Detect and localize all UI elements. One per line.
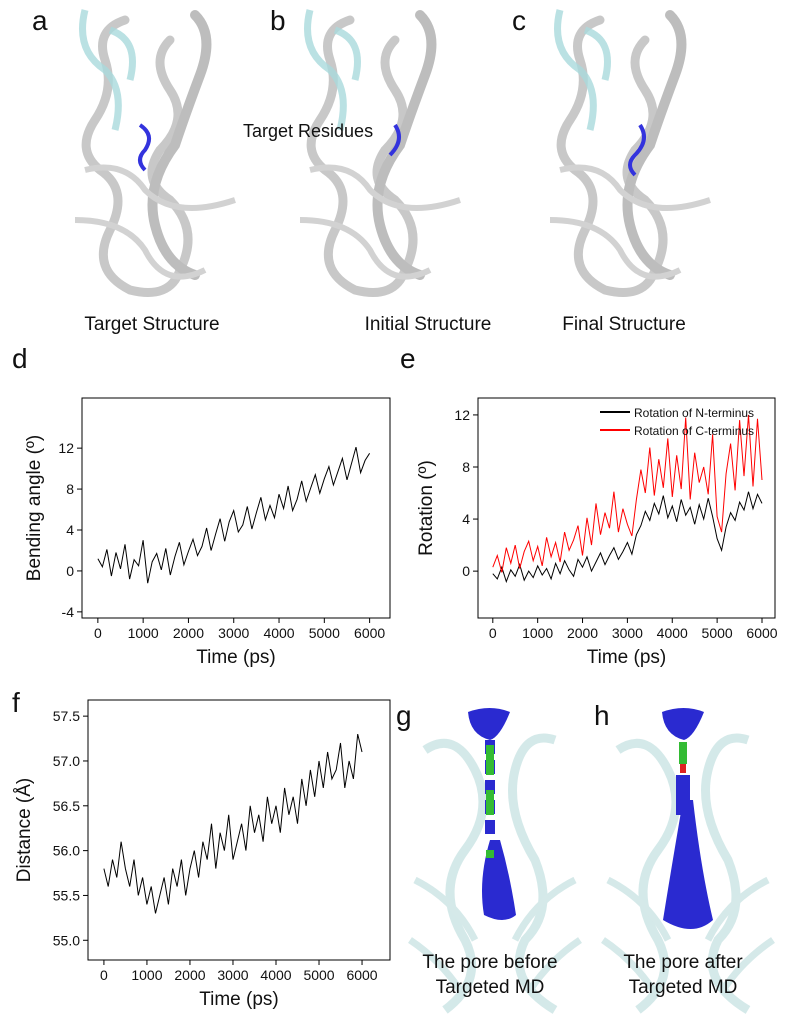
- y-tick-label: 4: [462, 511, 470, 527]
- x-tick-label: 2000: [173, 625, 204, 641]
- data-line: [492, 414, 763, 573]
- x-tick-label: 0: [94, 625, 102, 641]
- caption: Targeted MD: [436, 977, 545, 998]
- x-tick-label: 1000: [131, 967, 162, 983]
- y-tick-label: 0: [462, 563, 470, 579]
- data-line: [103, 733, 363, 914]
- pore-surface: [468, 708, 516, 920]
- y-axis-title: Rotation (º): [416, 460, 437, 556]
- y-tick-label: 8: [66, 481, 74, 497]
- x-tick-label: 5000: [303, 967, 334, 983]
- y-tick-label: 0: [66, 563, 74, 579]
- x-tick-label: 6000: [746, 625, 777, 641]
- y-axis-title: Distance (Å): [14, 778, 35, 883]
- x-axis-title: Time (ps): [196, 647, 276, 668]
- x-tick-label: 2000: [174, 967, 205, 983]
- plot-frame: [87, 699, 391, 961]
- x-tick-label: 3000: [218, 625, 249, 641]
- caption: The pore before: [422, 952, 557, 973]
- x-tick-label: 0: [100, 967, 108, 983]
- y-tick-label: 57.5: [53, 708, 80, 724]
- y-tick-label: 8: [462, 459, 470, 475]
- caption: Targeted MD: [629, 977, 738, 998]
- caption: Final Structure: [562, 314, 686, 335]
- y-tick-label: 57.0: [53, 753, 80, 769]
- data-line: [97, 446, 371, 584]
- x-tick-label: 3000: [612, 625, 643, 641]
- plot-frame: [81, 397, 391, 619]
- x-tick-label: 1000: [128, 625, 159, 641]
- panel-label: a: [32, 5, 48, 36]
- legend-label: Rotation of N-terminus: [634, 406, 754, 420]
- y-tick-label: 4: [66, 522, 74, 538]
- x-tick-label: 3000: [217, 967, 248, 983]
- annotation: Target Residues: [243, 121, 373, 141]
- x-tick-label: 5000: [309, 625, 340, 641]
- y-tick-label: 55.0: [53, 932, 80, 948]
- y-tick-label: 55.5: [53, 887, 80, 903]
- protein-image: [75, 10, 235, 293]
- x-axis-title: Time (ps): [199, 989, 279, 1010]
- x-tick-label: 6000: [354, 625, 385, 641]
- x-tick-label: 4000: [657, 625, 688, 641]
- y-tick-label: -4: [62, 604, 75, 620]
- y-tick-label: 12: [454, 407, 470, 423]
- y-tick-label: 56.0: [53, 843, 80, 859]
- protein-image: [300, 10, 460, 293]
- panel-label: d: [12, 343, 28, 374]
- x-axis-title: Time (ps): [587, 647, 667, 668]
- target-residue: [138, 123, 646, 177]
- panel-label: g: [396, 700, 412, 731]
- x-tick-label: 2000: [567, 625, 598, 641]
- plot-frame: [477, 397, 776, 619]
- y-axis-title: Bending angle (º): [24, 435, 45, 581]
- panel-label: e: [400, 343, 416, 374]
- pore-surface: [662, 708, 713, 929]
- protein-image: [550, 10, 710, 293]
- x-tick-label: 5000: [702, 625, 733, 641]
- panel-label: h: [594, 700, 610, 731]
- x-tick-label: 4000: [263, 625, 294, 641]
- data-line: [492, 491, 763, 584]
- x-tick-label: 1000: [522, 625, 553, 641]
- x-tick-label: 0: [489, 625, 497, 641]
- panel-label: c: [512, 5, 526, 36]
- panel-label: b: [270, 5, 286, 36]
- x-tick-label: 4000: [260, 967, 291, 983]
- panel-label: f: [12, 687, 20, 718]
- y-tick-label: 12: [58, 440, 74, 456]
- caption: The pore after: [623, 952, 743, 973]
- caption: Initial Structure: [365, 314, 492, 335]
- caption: Target Structure: [84, 314, 219, 335]
- y-tick-label: 56.5: [53, 798, 80, 814]
- legend-label: Rotation of C-terminus: [634, 424, 754, 438]
- x-tick-label: 6000: [346, 967, 377, 983]
